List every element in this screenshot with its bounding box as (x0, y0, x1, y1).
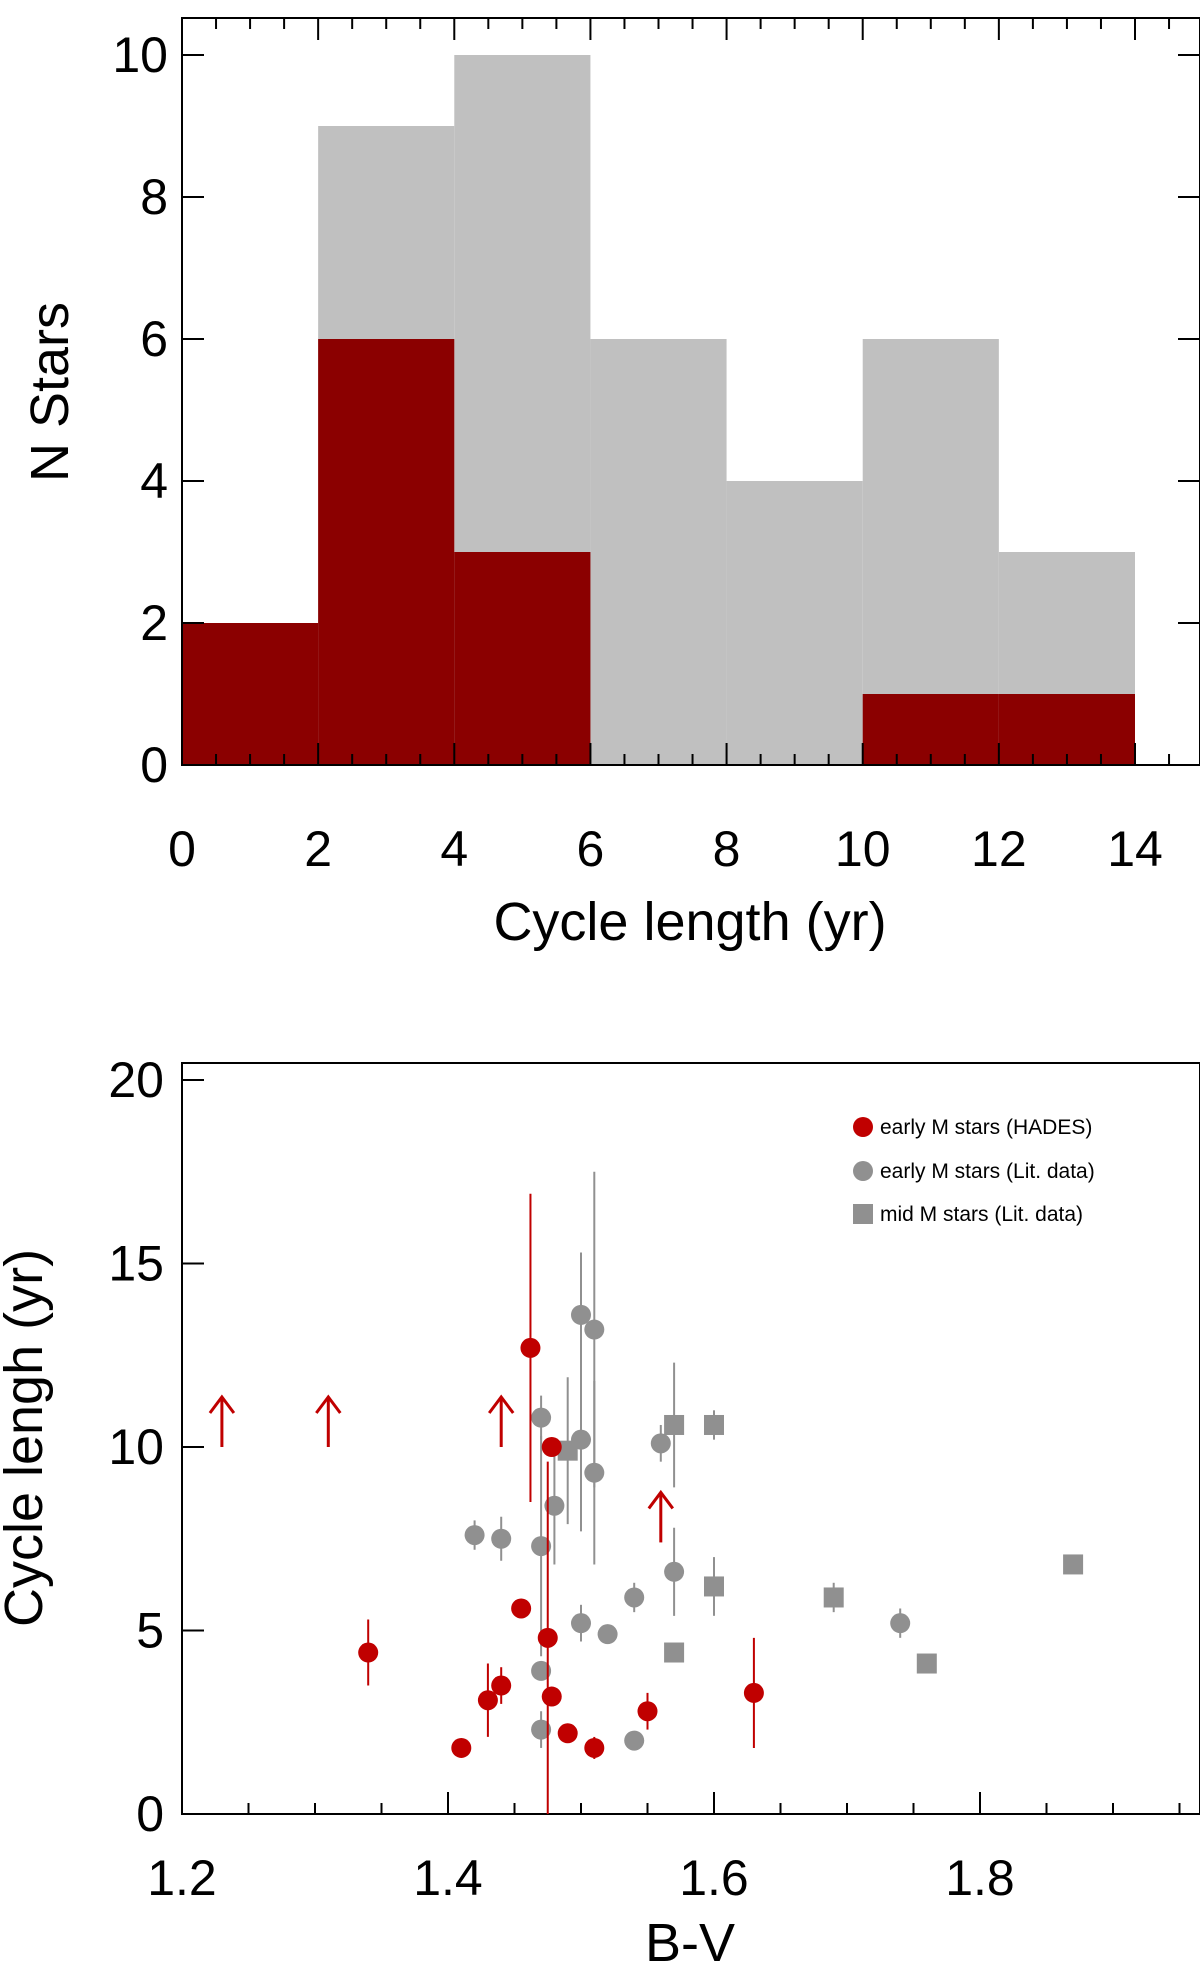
scatter-y-tick-label: 0 (136, 1786, 164, 1842)
legend-label-mid-lit: mid M stars (Lit. data) (880, 1203, 1083, 1226)
data-point-square (704, 1576, 724, 1597)
data-point-hades (511, 1598, 532, 1619)
histogram-ticks: 0 2 4 6 8 10 12 14 0 2 4 6 8 10 (112, 18, 1200, 877)
data-point-lit (571, 1304, 591, 1325)
data-point-square (664, 1642, 685, 1663)
data-point-hades (584, 1737, 605, 1758)
data-point-hades (520, 1337, 541, 1358)
data-point-hades (637, 1701, 658, 1722)
data-point-lit (531, 1407, 552, 1428)
data-point-lit (597, 1624, 618, 1645)
histogram-bar-hades (318, 339, 455, 765)
histogram-x-tick-label: 6 (577, 821, 605, 877)
scatter-panel: 1.2 1.4 1.6 1.8 0 5 10 15 20 early M stars (HADE… (0, 1052, 1200, 1961)
histogram-y-axis-title: N Stars (20, 302, 80, 482)
scatter-y-axis-title: Cycle lengh (yr) (0, 1249, 54, 1627)
data-point-hades (358, 1642, 379, 1663)
data-point-lit (531, 1536, 552, 1557)
histogram-x-tick-label: 14 (1107, 821, 1163, 877)
data-point-lit (464, 1525, 485, 1546)
data-point-hades (451, 1737, 472, 1758)
legend-marker-early-lit (853, 1161, 873, 1181)
data-point-lit (624, 1730, 645, 1751)
histogram-x-tick-label: 4 (440, 821, 468, 877)
scatter-x-tick-label: 1.2 (147, 1850, 217, 1906)
data-point-hades (537, 1627, 558, 1648)
histogram-x-tick-label: 12 (971, 821, 1027, 877)
histogram-y-tick-label: 0 (140, 737, 168, 793)
lower-limit-arrow-head (208, 1394, 236, 1414)
histogram-bar-hades (862, 694, 999, 765)
scatter-y-tick-label: 10 (108, 1419, 164, 1475)
data-point-lit (491, 1528, 512, 1549)
histogram-x-axis-title: Cycle length (yr) (493, 892, 886, 952)
scatter-points (208, 1171, 1084, 1814)
data-point-square (916, 1653, 937, 1674)
data-point-hades (541, 1686, 562, 1707)
data-point-lit (650, 1433, 671, 1454)
data-point-square (704, 1414, 724, 1435)
data-point-lit (890, 1613, 911, 1634)
data-point-hades (557, 1723, 578, 1744)
histogram-y-tick-label: 8 (140, 169, 168, 225)
legend-marker-hades (853, 1117, 873, 1137)
data-point-lit (664, 1561, 685, 1582)
lower-limit-arrow-head (488, 1394, 515, 1414)
histogram-x-tick-label: 0 (168, 821, 196, 877)
data-point-hades (743, 1682, 764, 1703)
scatter-x-axis-title: B-V (645, 1913, 735, 1961)
data-point-hades (491, 1675, 512, 1696)
data-point-square (557, 1440, 578, 1461)
data-point-square (1063, 1554, 1084, 1575)
scatter-y-tick-label: 15 (108, 1236, 164, 1292)
histogram-x-tick-label: 2 (304, 821, 332, 877)
data-point-square (823, 1587, 844, 1608)
histogram-plot-frame (181, 17, 1200, 766)
data-point-lit (531, 1660, 552, 1681)
histogram-y-tick-label: 6 (140, 311, 168, 367)
legend: early M stars (HADES) early M stars (Lit… (853, 1116, 1095, 1226)
scatter-y-tick-label: 5 (136, 1603, 164, 1659)
scatter-ticks: 1.2 1.4 1.6 1.8 0 5 10 15 20 (108, 1052, 1181, 1906)
lower-limit-arrow-head (315, 1394, 342, 1414)
histogram-bar-all (726, 481, 863, 765)
lower-limit-arrow-head (647, 1489, 674, 1510)
scatter-x-tick-label: 1.6 (679, 1850, 749, 1906)
data-point-lit (531, 1719, 552, 1740)
histogram-bar-hades (182, 623, 319, 765)
scatter-x-tick-label: 1.4 (413, 1850, 483, 1906)
scatter-y-tick-label: 20 (108, 1052, 164, 1108)
histogram-bar-all (590, 339, 727, 765)
scatter-x-tick-label: 1.8 (945, 1850, 1015, 1906)
histogram-panel: 0 2 4 6 8 10 12 14 0 2 4 6 8 10 Cycle length (yr) N S… (20, 17, 1200, 952)
scatter-plot-frame (181, 1062, 1200, 1815)
data-point-lit (584, 1462, 605, 1483)
data-point-lit (624, 1587, 645, 1608)
data-point-lit (584, 1319, 605, 1340)
histogram-bars (182, 55, 1135, 765)
histogram-bar-hades (454, 552, 591, 765)
legend-label-early-lit: early M stars (Lit. data) (880, 1160, 1095, 1183)
data-point-hades (477, 1690, 498, 1711)
histogram-x-tick-label: 10 (835, 821, 891, 877)
data-point-lit (571, 1613, 591, 1634)
histogram-bar-hades (998, 694, 1135, 765)
histogram-y-tick-label: 4 (140, 453, 168, 509)
histogram-x-tick-label: 8 (713, 821, 741, 877)
histogram-y-tick-label: 2 (140, 595, 168, 651)
data-point-hades (541, 1437, 562, 1457)
legend-label-hades: early M stars (HADES) (880, 1116, 1092, 1139)
histogram-y-tick-label: 10 (112, 27, 168, 83)
data-point-lit (544, 1495, 565, 1516)
data-point-square (664, 1414, 685, 1435)
legend-marker-mid-lit (853, 1204, 873, 1224)
